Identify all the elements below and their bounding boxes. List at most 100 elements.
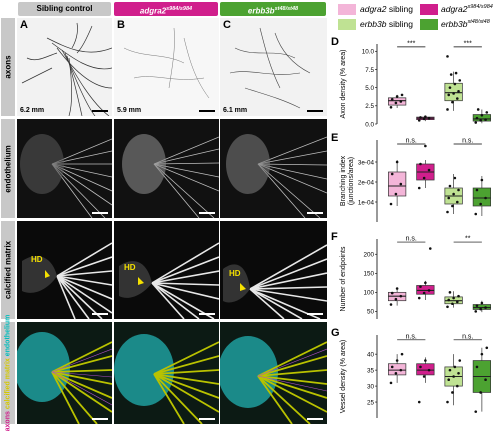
chart-e-box-2-point [422, 176, 426, 180]
header-adgra2-gene: adgra2 [139, 6, 167, 16]
chart-e-box-4-point [475, 188, 479, 192]
chart-f-box-3-point [457, 294, 460, 298]
legend-erbb3b-sibling-rest: sibling [386, 19, 413, 29]
chart-g-box-4-point [485, 346, 489, 350]
chart-e-box-4-point [479, 202, 482, 206]
chart-g-box-3-point [448, 368, 452, 372]
chart-d-box-4-point [479, 119, 482, 122]
scale-bar-e3 [307, 212, 323, 214]
chart-g-box-1 [388, 363, 407, 376]
chart-d-box-3-point [454, 71, 458, 75]
chart-d-box-3-point [448, 86, 452, 89]
panel-letter-c: C [223, 19, 231, 31]
image-matrix-adgra2-drawing [119, 242, 219, 319]
chart-e-ytick-label: 3e-04 [358, 159, 375, 166]
row-label-merge-axons: axons [4, 411, 12, 431]
legend-erbb3b-sibling: erbb3b sibling [360, 19, 413, 29]
chart-e-box-1-point [390, 172, 394, 176]
row-label-merge-matrix: calcified matrix [4, 358, 12, 410]
chart-g-ytick-label: 40 [367, 351, 375, 358]
row-label-endothelium: endothelium [1, 119, 15, 218]
scale-bar-m2 [199, 313, 215, 315]
chart-g-box-2-point [417, 400, 421, 404]
chart-e-box-3-point [453, 176, 457, 180]
chart-d-box-3-point [449, 73, 453, 76]
chart-g-comparison-label-1: n.s. [406, 333, 417, 340]
chart-g-box-3-point [456, 384, 459, 388]
chart-d-ytick-label: 0.0 [365, 121, 374, 128]
chart-d-box-3-point [453, 82, 457, 86]
legend-erbb3b-sibling-gene: erbb3b [360, 19, 387, 29]
chart-e-box-1-point [395, 160, 399, 164]
chart-f-box-2-point [424, 281, 427, 285]
chart-f-box-2-point [427, 289, 431, 292]
chart-e-box-3-point [452, 192, 455, 196]
chart-d: D Axon density (% area) 0.0 2.5 5.0 7.5 10.0 *… [331, 36, 500, 130]
chart-f-box-3-point [451, 302, 454, 306]
scale-bar-e1 [92, 212, 108, 214]
chart-g-box-2-point [427, 368, 431, 372]
scale-bar-n3 [307, 418, 323, 420]
chart-g-ytick-label: 30 [367, 383, 375, 390]
chart-g-box-4-point [484, 378, 487, 381]
chart-g-ytick-label: 35 [367, 367, 375, 374]
chart-g-box-2 [416, 363, 435, 376]
row-label-calcified-matrix-text: calcified matrix [3, 240, 13, 300]
chart-e-ylabel-2: (junctions/area) [348, 157, 355, 205]
chart-d-box-2-point [417, 119, 421, 122]
length-label-c: 6.1 mm [223, 107, 248, 114]
chart-d-box-4-point [480, 113, 484, 117]
chart-e-box-4 [472, 187, 491, 207]
chart-d-box-3 [444, 82, 463, 102]
image-endothelium-adgra2-drawing [122, 134, 219, 218]
chart-d-box-1-point [395, 95, 399, 98]
row-label-merge-endothelium: endothelium [4, 314, 12, 357]
image-merge-adgra2-drawing [114, 334, 219, 424]
chart-g-comparison-label-2: n.s. [462, 333, 473, 340]
chart-d-comparison-label-2: *** [464, 40, 472, 47]
chart-f-ytick-label: 100 [363, 290, 374, 297]
chart-e-box-3-point [446, 210, 449, 214]
chart-f-box-4-point [480, 301, 484, 305]
chart-e-box-2-point [427, 168, 431, 172]
legend-swatch-erbb3b-mutant [420, 19, 438, 30]
chart-f-box-1-point [390, 291, 394, 295]
chart-g-box-3-point [451, 391, 454, 394]
chart-f-box-3-point [447, 298, 451, 302]
image-merge-erbb3b [220, 322, 327, 424]
header-erbb3b-mutant: erbb3bst48/st48 [220, 2, 326, 16]
chart-g-box-3-point [458, 359, 462, 362]
chart-d-box-3-point [452, 92, 455, 95]
legend-erbb3b-mutant-gene: erbb3b [441, 19, 468, 29]
chart-f-box-4-point [484, 306, 487, 309]
panel-letter-a: A [20, 19, 28, 31]
chart-d-box-2-point [419, 116, 422, 119]
panel-letter-f: F [331, 231, 338, 243]
chart-f-box-1-point [394, 297, 398, 301]
chart-e-box-4-point [480, 178, 484, 182]
row-label-merge: axons calcified matrix endothelium [1, 315, 15, 431]
legend-erbb3b-mutant: erbb3bst48/st48 [441, 19, 490, 29]
chart-g-box-4-point [479, 391, 482, 394]
row-label-merge-text: axons calcified matrix endothelium [5, 315, 12, 431]
image-axons-adgra2-drawing [123, 27, 210, 99]
header-adgra2-mutant: adgra2s984/s984 [114, 2, 218, 16]
scale-bar-n1 [92, 418, 108, 420]
chart-f-box-1-point [399, 294, 403, 298]
chart-f-box-1-point [389, 303, 393, 306]
chart-g-box-3-point [446, 400, 449, 404]
header-erbb3b-gene: erbb3b [247, 6, 275, 16]
image-matrix-erbb3b-drawing [223, 244, 327, 319]
chart-e-box-2-point [419, 162, 422, 166]
chart-d-box-3-point [446, 55, 449, 58]
chart-g-box-1-point [395, 359, 399, 362]
chart-d-box-2-point [422, 117, 426, 121]
chart-g-box-4-point [480, 352, 484, 356]
chart-d-box-3-point [451, 100, 454, 104]
chart-d-ytick-label: 2.5 [365, 103, 374, 110]
chart-e: E Branching index (junctions/area) 1e-04 2e… [331, 132, 500, 228]
length-label-b: 5.9 mm [117, 107, 142, 114]
legend-swatch-erbb3b-sibling [338, 19, 356, 30]
chart-e-comparison-label-2: n.s. [462, 138, 473, 145]
image-matrix-erbb3b: HD [220, 221, 327, 319]
